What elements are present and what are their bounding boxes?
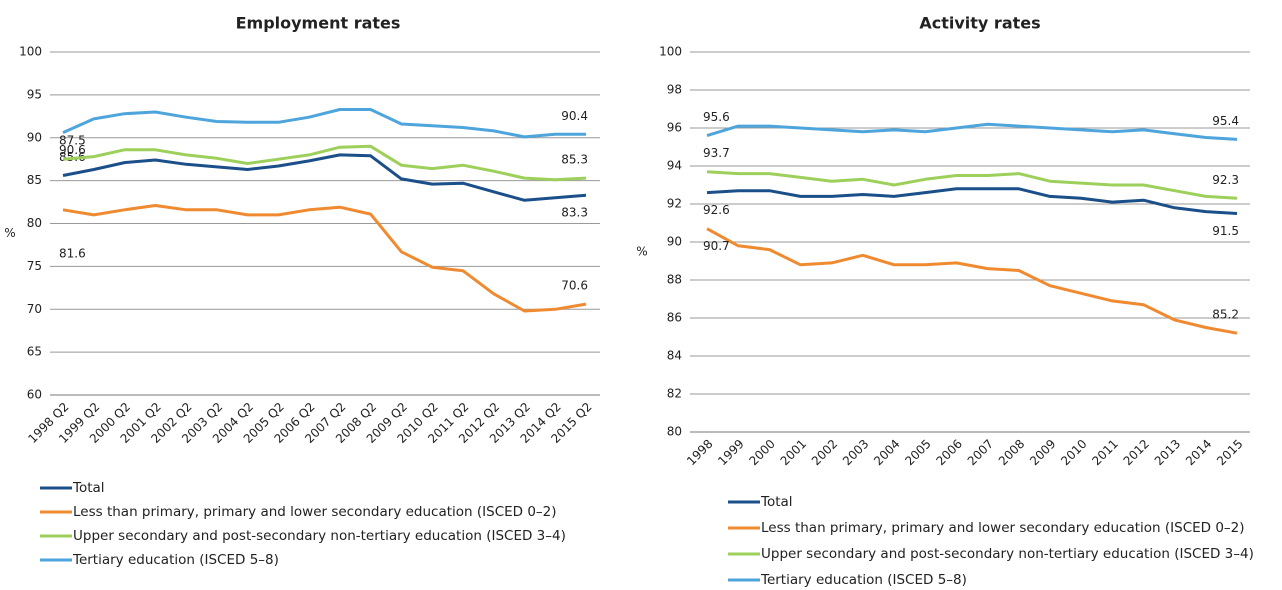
data-label: 92.6 xyxy=(703,203,730,217)
x-tick-label: 2007 xyxy=(965,437,996,468)
y-tick-label: 86 xyxy=(667,311,682,325)
x-tick-label: 2000 xyxy=(746,437,777,468)
line xyxy=(62,153,587,202)
x-tick-label: 2008 xyxy=(996,437,1027,468)
y-tick-label: 82 xyxy=(667,387,682,401)
y-tick-label: 80 xyxy=(27,216,42,230)
x-tick-label: 2006 xyxy=(934,437,965,468)
x-tick-label: 1999 xyxy=(715,437,746,468)
y-tick-label: 92 xyxy=(667,197,682,211)
y-axis-label: % xyxy=(4,226,15,240)
y-tick-label: 70 xyxy=(27,302,42,316)
line xyxy=(706,227,1238,335)
x-tick-label: 2015 xyxy=(1214,437,1245,468)
x-tick-label: 2014 xyxy=(1183,437,1214,468)
data-label: 90.6 xyxy=(59,143,86,157)
y-tick-label: 100 xyxy=(659,45,682,59)
y-tick-label: 94 xyxy=(667,159,682,173)
data-label: 83.3 xyxy=(561,206,588,220)
chart: Activity rates% 80 82 84 86 88 90 92 94 96 98 100 19… xyxy=(636,14,1254,589)
y-axis-label: % xyxy=(636,245,647,259)
x-tick-label: 2010 xyxy=(1058,437,1089,468)
legend-label: Less than primary, primary and lower sec… xyxy=(73,504,557,520)
line xyxy=(62,108,586,139)
legend-label: Upper secondary and post-secondary non-t… xyxy=(761,546,1254,562)
data-label: 87.5 xyxy=(59,134,86,148)
y-tick-label: 80 xyxy=(667,425,682,439)
x-tick-label: 2005 xyxy=(902,437,933,468)
data-label: 95.4 xyxy=(1212,114,1239,128)
y-tick-label: 95 xyxy=(27,87,42,101)
x-tick-label: 2011 xyxy=(1089,437,1120,468)
x-tick-label: 1998 xyxy=(684,437,715,468)
x-tick-label: 2001 xyxy=(778,437,809,468)
y-tick-label: 65 xyxy=(27,345,42,359)
line xyxy=(706,187,1238,215)
y-tick-label: 88 xyxy=(667,273,682,287)
legend-label: Upper secondary and post-secondary non-t… xyxy=(73,528,566,544)
line xyxy=(62,144,587,182)
data-label: 92.3 xyxy=(1212,173,1239,187)
y-tick-label: 98 xyxy=(667,83,682,97)
y-tick-label: 100 xyxy=(19,45,42,59)
x-tick-label: 2013 xyxy=(1152,437,1183,468)
data-label: 90.4 xyxy=(561,109,588,123)
y-tick-label: 90 xyxy=(27,130,42,144)
x-tick-label: 2004 xyxy=(871,437,902,468)
legend-label: Total xyxy=(72,480,105,496)
line xyxy=(62,204,587,313)
y-tick-label: 96 xyxy=(667,121,682,135)
legend-label: Tertiary education (ISCED 5–8) xyxy=(760,572,967,588)
data-label: 85.2 xyxy=(1212,308,1239,322)
y-tick-label: 84 xyxy=(667,349,682,363)
chart-title: Employment rates xyxy=(236,14,401,33)
data-label: 90.7 xyxy=(703,239,730,253)
data-label: 81.6 xyxy=(59,246,86,260)
legend-label: Less than primary, primary and lower sec… xyxy=(761,520,1245,536)
y-tick-label: 90 xyxy=(667,235,682,249)
line xyxy=(706,122,1238,141)
line xyxy=(706,170,1238,200)
x-tick-label: 2012 xyxy=(1121,437,1152,468)
data-label: 91.5 xyxy=(1212,224,1239,238)
legend-label: Tertiary education (ISCED 5–8) xyxy=(72,552,279,568)
x-tick-label: 2009 xyxy=(1027,437,1058,468)
chart-title: Activity rates xyxy=(919,14,1040,33)
data-label: 95.6 xyxy=(703,110,730,124)
legend-label: Total xyxy=(760,494,793,510)
data-label: 93.7 xyxy=(703,146,730,160)
data-label: 70.6 xyxy=(561,279,588,293)
x-tick-label: 2003 xyxy=(840,437,871,468)
x-tick-label: 2002 xyxy=(809,437,840,468)
data-label: 85.3 xyxy=(561,153,588,167)
y-tick-label: 85 xyxy=(27,173,42,187)
chart: Employment rates%60657075808590951001998… xyxy=(4,14,600,568)
y-tick-label: 75 xyxy=(27,259,42,273)
y-tick-label: 60 xyxy=(27,388,42,402)
